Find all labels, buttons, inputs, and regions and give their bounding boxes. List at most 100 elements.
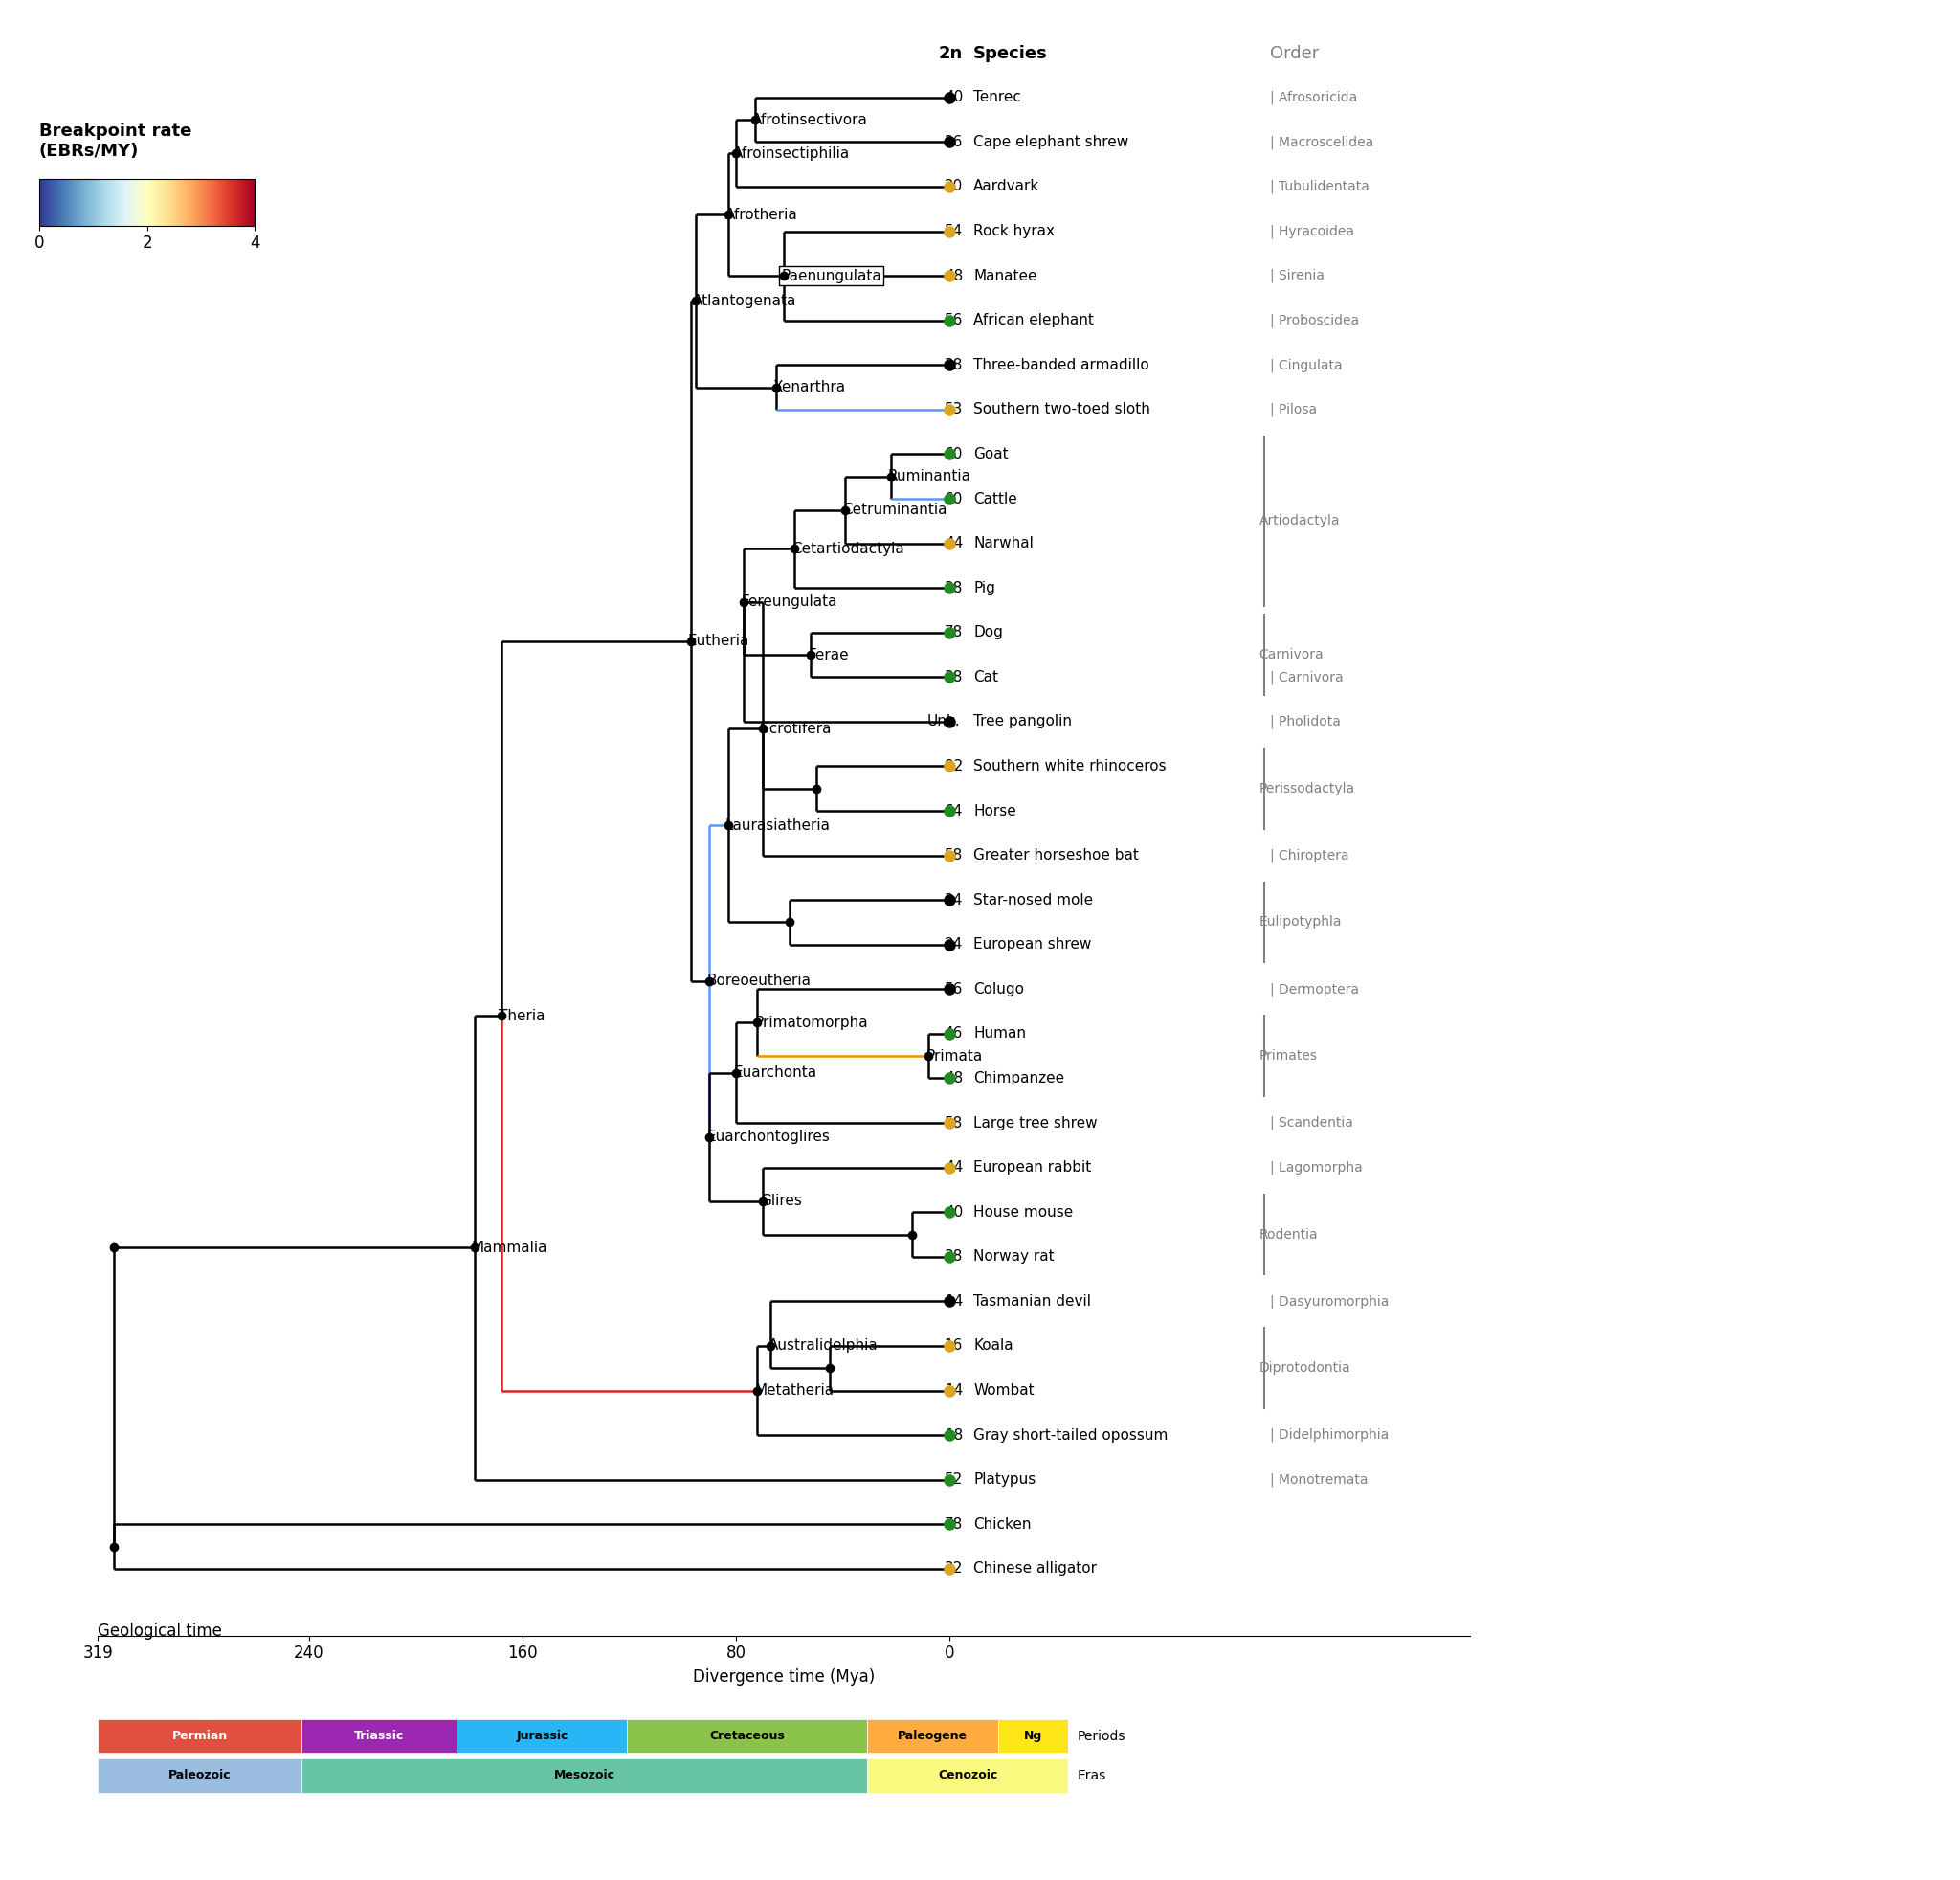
- Text: 38: 38: [945, 1250, 962, 1263]
- Text: Paenungulata: Paenungulata: [782, 269, 882, 284]
- Text: 78: 78: [945, 626, 962, 639]
- Text: | Chiroptera: | Chiroptera: [1270, 848, 1348, 863]
- Text: Ruminantia: Ruminantia: [888, 470, 972, 483]
- Bar: [302, 1760, 868, 1792]
- Text: 58: 58: [945, 848, 962, 863]
- Text: 24: 24: [945, 938, 962, 951]
- Text: Order: Order: [1270, 45, 1319, 62]
- Text: Unk.: Unk.: [927, 714, 960, 729]
- Text: Gray short-tailed opossum: Gray short-tailed opossum: [974, 1427, 1168, 1442]
- Text: Jurassic: Jurassic: [515, 1730, 568, 1743]
- Text: 44: 44: [945, 536, 962, 551]
- Text: Carnivora: Carnivora: [1258, 649, 1323, 662]
- Bar: [627, 1720, 868, 1752]
- Text: Primates: Primates: [1258, 1049, 1317, 1062]
- Text: Large tree shrew: Large tree shrew: [974, 1115, 1098, 1130]
- Text: Eulipotyphla: Eulipotyphla: [1258, 916, 1343, 929]
- Text: 40: 40: [945, 90, 962, 105]
- Text: Eutheria: Eutheria: [688, 634, 749, 649]
- Text: Chinese alligator: Chinese alligator: [974, 1562, 1098, 1575]
- Text: Scrotifera: Scrotifera: [760, 722, 831, 735]
- Text: House mouse: House mouse: [974, 1205, 1074, 1220]
- Text: | Macroscelidea: | Macroscelidea: [1270, 135, 1374, 149]
- Text: Southern white rhinoceros: Southern white rhinoceros: [974, 760, 1166, 773]
- Text: Paleozoic: Paleozoic: [169, 1769, 231, 1782]
- Text: 52: 52: [945, 1472, 962, 1487]
- Text: Perissodactyla: Perissodactyla: [1258, 782, 1354, 795]
- Text: 14: 14: [945, 1293, 962, 1308]
- Bar: [302, 1720, 457, 1752]
- Text: Horse: Horse: [974, 803, 1017, 818]
- Text: Koala: Koala: [974, 1339, 1013, 1354]
- Text: Atlantogenata: Atlantogenata: [694, 293, 798, 308]
- Text: Cetartiodactyla: Cetartiodactyla: [792, 541, 906, 556]
- Text: 32: 32: [945, 1562, 962, 1575]
- Text: 26: 26: [945, 135, 962, 149]
- Text: | Monotremata: | Monotremata: [1270, 1472, 1368, 1487]
- Text: Cape elephant shrew: Cape elephant shrew: [974, 135, 1129, 149]
- Text: 60: 60: [945, 491, 962, 506]
- Bar: [998, 1720, 1068, 1752]
- Text: | Afrosoricida: | Afrosoricida: [1270, 90, 1356, 105]
- Text: Theria: Theria: [498, 1008, 545, 1023]
- Bar: [868, 1720, 998, 1752]
- Text: Rodentia: Rodentia: [1258, 1228, 1319, 1241]
- Text: Paleogene: Paleogene: [898, 1730, 968, 1743]
- Text: 56: 56: [945, 981, 962, 996]
- Text: Tenrec: Tenrec: [974, 90, 1021, 105]
- Text: European rabbit: European rabbit: [974, 1160, 1092, 1175]
- Text: 44: 44: [945, 1160, 962, 1175]
- Text: | Dasyuromorphia: | Dasyuromorphia: [1270, 1293, 1390, 1308]
- Text: Dog: Dog: [974, 626, 1004, 639]
- Text: Rock hyrax: Rock hyrax: [974, 224, 1054, 239]
- Bar: [98, 1760, 302, 1792]
- Text: Permian: Permian: [172, 1730, 227, 1743]
- Text: European shrew: European shrew: [974, 938, 1092, 951]
- Text: Boreoeutheria: Boreoeutheria: [708, 974, 811, 989]
- Text: 58: 58: [945, 1115, 962, 1130]
- Text: Wombat: Wombat: [974, 1384, 1035, 1397]
- Bar: [98, 1720, 302, 1752]
- Text: Narwhal: Narwhal: [974, 536, 1033, 551]
- Text: 60: 60: [945, 447, 962, 461]
- Text: 48: 48: [945, 269, 962, 284]
- Text: 2n: 2n: [939, 45, 962, 62]
- Text: Australidelphia: Australidelphia: [768, 1339, 878, 1354]
- Text: | Hyracoidea: | Hyracoidea: [1270, 224, 1354, 239]
- Text: Mesozoic: Mesozoic: [555, 1769, 615, 1782]
- Bar: [868, 1760, 1068, 1792]
- Text: 38: 38: [945, 357, 962, 372]
- Text: Euarchonta: Euarchonta: [733, 1066, 817, 1079]
- Text: 48: 48: [945, 1072, 962, 1085]
- Text: 78: 78: [945, 1517, 962, 1532]
- Text: Afrotheria: Afrotheria: [725, 207, 798, 222]
- Text: Euarchontoglires: Euarchontoglires: [708, 1130, 829, 1145]
- Text: Tasmanian devil: Tasmanian devil: [974, 1293, 1092, 1308]
- Text: | Carnivora: | Carnivora: [1270, 669, 1343, 684]
- Text: Chicken: Chicken: [974, 1517, 1031, 1532]
- Text: 34: 34: [945, 893, 962, 908]
- Text: Xenarthra: Xenarthra: [774, 380, 847, 395]
- Text: Cattle: Cattle: [974, 491, 1017, 506]
- Text: Primata: Primata: [925, 1049, 982, 1064]
- Text: 82: 82: [945, 760, 962, 773]
- Text: Cretaceous: Cretaceous: [710, 1730, 786, 1743]
- Text: Eras: Eras: [1078, 1769, 1105, 1782]
- Text: Periods: Periods: [1078, 1730, 1125, 1743]
- Text: 40: 40: [945, 1205, 962, 1220]
- Text: 18: 18: [945, 1427, 962, 1442]
- Text: 53: 53: [945, 402, 962, 417]
- Text: 38: 38: [945, 581, 962, 596]
- Text: Mammalia: Mammalia: [472, 1241, 547, 1254]
- Text: Human: Human: [974, 1026, 1027, 1042]
- Text: Ferae: Ferae: [808, 647, 849, 662]
- Text: | Pilosa: | Pilosa: [1270, 402, 1317, 417]
- Text: 16: 16: [945, 1339, 962, 1354]
- Text: 54: 54: [945, 224, 962, 239]
- Text: 14: 14: [945, 1384, 962, 1397]
- Text: Pig: Pig: [974, 581, 996, 596]
- Text: | Tubulidentata: | Tubulidentata: [1270, 180, 1370, 194]
- Text: 38: 38: [945, 669, 962, 684]
- Text: Manatee: Manatee: [974, 269, 1037, 284]
- Text: Metatheria: Metatheria: [755, 1384, 835, 1397]
